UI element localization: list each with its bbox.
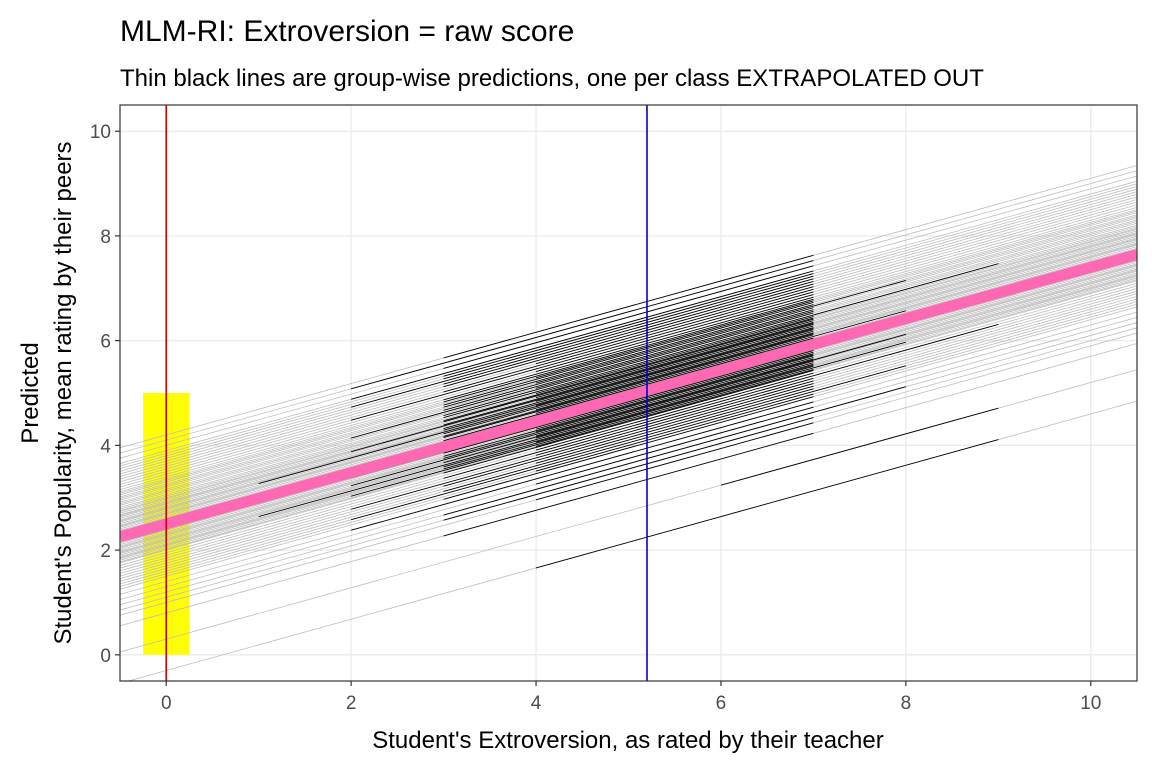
x-tick-label: 10 xyxy=(1080,693,1101,714)
group-prediction-line xyxy=(351,291,814,421)
y-tick-label: 6 xyxy=(100,332,111,353)
group-prediction-line xyxy=(351,270,814,400)
group-prediction-line xyxy=(443,353,814,457)
group-prediction-line xyxy=(535,279,906,384)
group-prediction-line xyxy=(443,321,814,426)
group-prediction-line xyxy=(535,300,814,379)
group-prediction-line xyxy=(535,406,814,485)
y-tick-label: 0 xyxy=(100,646,111,667)
group-prediction-line xyxy=(443,323,999,479)
group-prediction-line xyxy=(443,333,814,437)
x-tick-label: 4 xyxy=(531,693,542,714)
group-prediction-line xyxy=(351,356,814,487)
fixed-effect-line xyxy=(120,249,1137,543)
group-prediction-line xyxy=(535,323,814,402)
group-prediction-line xyxy=(443,304,814,408)
group-prediction-line xyxy=(443,298,814,403)
y-axis-title-line-2: Student's Popularity, mean rating by the… xyxy=(50,141,77,644)
group-prediction-line xyxy=(443,301,814,406)
group-prediction-line xyxy=(351,380,814,510)
y-axis-ticks: 0 2 4 6 8 10 xyxy=(90,122,120,667)
y-tick-label: 4 xyxy=(100,436,111,457)
group-prediction-line xyxy=(535,360,814,439)
x-tick-label: 8 xyxy=(901,693,912,714)
group-prediction-line xyxy=(535,351,814,430)
group-prediction-line xyxy=(535,358,814,437)
group-prediction-line xyxy=(443,350,814,454)
group-prediction-line xyxy=(351,401,814,531)
group-prediction-line xyxy=(720,407,999,486)
group-prediction-line xyxy=(443,327,814,431)
group-prediction-line xyxy=(443,288,814,393)
chart-subtitle: Thin black lines are group-wise predicti… xyxy=(120,65,984,92)
group-prediction-line xyxy=(443,386,906,516)
group-prediction-line xyxy=(258,362,814,518)
group-prediction-line xyxy=(443,363,814,468)
group-prediction-line xyxy=(535,310,906,414)
group-prediction-line xyxy=(443,254,814,359)
y-tick-label: 8 xyxy=(100,227,111,248)
group-prediction-line xyxy=(351,322,814,453)
group-prediction-line xyxy=(351,309,814,439)
group-prediction-line xyxy=(443,307,814,411)
group-prediction-line xyxy=(443,281,814,385)
group-prediction-line xyxy=(443,325,814,430)
group-prediction-line xyxy=(443,355,814,459)
panel-border xyxy=(119,104,1138,682)
group-prediction-line xyxy=(443,273,814,377)
group-prediction-line xyxy=(443,417,814,521)
group-prediction-line xyxy=(443,275,814,380)
group-prediction-line xyxy=(443,383,814,487)
group-prediction-line xyxy=(535,294,814,372)
group-prediction-line xyxy=(535,354,814,433)
group-prediction-line xyxy=(443,312,814,416)
x-tick-label: 2 xyxy=(346,693,357,714)
plot-marks xyxy=(120,105,1137,681)
group-prediction-line xyxy=(535,385,814,464)
group-prediction-line xyxy=(443,388,814,492)
group-prediction-line xyxy=(443,265,814,369)
group-prediction-line xyxy=(443,334,814,438)
group-prediction-line xyxy=(535,328,814,407)
y-axis-title-line-1: Predicted xyxy=(17,342,44,443)
x-axis-title: Student's Extroversion, as rated by thei… xyxy=(372,727,884,754)
group-prediction-line xyxy=(535,393,814,472)
group-prediction-line xyxy=(535,372,814,451)
x-axis-ticks: 0 2 4 6 8 10 xyxy=(161,681,1101,714)
group-prediction-line xyxy=(443,263,999,419)
group-prediction-line xyxy=(351,341,906,497)
group-prediction-line xyxy=(535,310,814,389)
x-tick-label: 0 xyxy=(161,693,172,714)
y-tick-label: 2 xyxy=(100,541,111,562)
group-prediction-line xyxy=(443,365,814,470)
group-prediction-line xyxy=(443,370,814,474)
group-prediction-line xyxy=(443,283,814,388)
group-prediction-line xyxy=(443,330,814,435)
group-prediction-line xyxy=(443,318,814,423)
group-prediction-line xyxy=(443,337,814,442)
group-prediction-line xyxy=(535,364,814,443)
group-prediction-line xyxy=(535,422,814,501)
group-prediction-line xyxy=(535,316,814,394)
group-prediction-line xyxy=(443,317,814,422)
group-prediction-line xyxy=(535,332,814,411)
group-prediction-line xyxy=(443,432,814,537)
group-prediction-line xyxy=(535,320,814,399)
chart-title: MLM-RI: Extroversion = raw score xyxy=(120,15,574,48)
group-prediction-line xyxy=(351,278,814,408)
group-prediction-line xyxy=(535,439,999,569)
x-tick-label: 6 xyxy=(716,693,727,714)
group-prediction-line xyxy=(535,377,814,456)
group-prediction-line xyxy=(258,329,814,485)
group-prediction-line xyxy=(351,365,906,521)
group-prediction-line xyxy=(443,333,906,464)
group-prediction-line xyxy=(443,396,814,500)
y-tick-label: 10 xyxy=(90,122,111,143)
group-prediction-line xyxy=(443,296,814,401)
group-prediction-line xyxy=(535,286,814,365)
group-prediction-line xyxy=(351,260,814,390)
group-prediction-line xyxy=(535,369,814,447)
